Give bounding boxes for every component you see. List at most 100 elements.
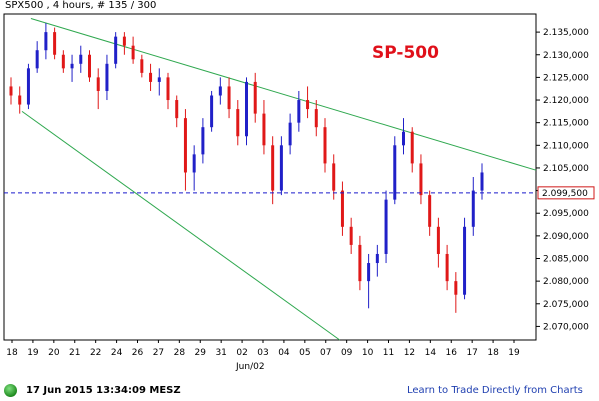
x-tick-label: 09 (341, 348, 353, 358)
candle-body (149, 72, 153, 82)
candle-body (297, 100, 301, 123)
y-axis: 2.070,000 2.075,000 2.080,000 2.085,000 2.09… (4, 28, 595, 332)
x-tick-label: 20 (48, 348, 60, 358)
x-month-label: Jun/02 (235, 362, 265, 372)
candle-body (192, 154, 196, 173)
lower-trendline (21, 110, 341, 341)
candle-body (9, 86, 13, 96)
candle-body (402, 131, 405, 146)
candle-body (157, 77, 161, 82)
candle-body (288, 122, 292, 146)
x-axis: 18 19 20 21 22 24 26 27 28 29 31 02 03 04 05 07 09 10 11 12… (6, 340, 520, 372)
y-tick-label: 2.120,000 (543, 96, 589, 106)
x-tick-label: 16 (446, 348, 458, 358)
candle-body (35, 50, 39, 69)
candle-body (114, 36, 118, 64)
x-tick-label: 18 (487, 348, 499, 358)
x-tick-label: 29 (195, 348, 207, 358)
candle-body (471, 190, 475, 227)
y-tick-label: 2.135,000 (543, 28, 589, 38)
x-tick-label: 10 (362, 348, 374, 358)
candle-body (410, 131, 414, 164)
candle-body (253, 81, 257, 114)
candle-body (279, 145, 283, 191)
current-price-box (537, 186, 595, 200)
x-tick-label: 26 (132, 348, 144, 358)
candle-body (419, 163, 423, 196)
y-tick-label: 2.095,000 (543, 209, 589, 219)
x-tick-label: 18 (6, 348, 18, 358)
y-tick-label: 2.130,000 (543, 51, 589, 61)
candle-body (96, 77, 100, 91)
y-tick-label: 2.080,000 (543, 277, 589, 287)
candle-body (480, 172, 484, 191)
x-tick-label: 27 (153, 348, 164, 358)
chart-title: SP-500 (372, 43, 439, 63)
x-tick-label: 02 (236, 348, 247, 358)
candle-body (122, 36, 126, 46)
candle-body (26, 68, 30, 105)
candle-body (314, 109, 318, 128)
x-tick-label: 03 (257, 348, 268, 358)
x-tick-label: 14 (425, 348, 437, 358)
y-tick-label: 2.075,000 (543, 300, 589, 310)
candle-body (323, 127, 327, 164)
x-tick-label: 31 (215, 348, 226, 358)
candle-body (201, 127, 205, 155)
candle-body (210, 95, 214, 128)
x-tick-label: 19 (27, 348, 39, 358)
x-tick-label: 21 (69, 348, 80, 358)
y-tick-label: 2.090,000 (543, 232, 589, 242)
y-tick-label: 2.105,000 (543, 164, 589, 174)
candle-body (445, 253, 449, 282)
candle-body (53, 32, 57, 55)
candle-body (61, 54, 65, 69)
candle-body (367, 263, 371, 282)
candle-body (262, 113, 266, 146)
status-indicator-icon (4, 384, 17, 397)
candle-body (218, 86, 222, 96)
candle-body (349, 226, 353, 245)
x-tick-label: 11 (383, 348, 394, 358)
status-bar (0, 380, 599, 401)
x-tick-label: 22 (90, 348, 101, 358)
candle-body (70, 63, 74, 69)
candle-body (175, 100, 179, 119)
y-tick-label: 2.070,000 (543, 322, 589, 332)
x-tick-label: 12 (404, 348, 415, 358)
candle-body (245, 81, 248, 137)
candle-body (105, 63, 109, 91)
candle-body (384, 199, 388, 254)
x-tick-label: 24 (111, 348, 123, 358)
candle-body (227, 86, 231, 110)
x-tick-label: 28 (174, 348, 186, 358)
candle-body (375, 253, 379, 264)
x-tick-label: 04 (278, 348, 290, 358)
candles (9, 23, 484, 313)
candle-body (463, 226, 467, 295)
chart-header: SPX500 , 4 hours, # 135 / 300 (5, 0, 157, 11)
candle-body (88, 54, 91, 78)
candle-body (358, 244, 362, 282)
candle-body (454, 281, 458, 295)
candle-body (44, 32, 48, 51)
candle-body (131, 45, 135, 60)
candle-body (140, 59, 144, 73)
candle-body (18, 95, 22, 105)
x-tick-label: 07 (320, 348, 331, 358)
price-chart: 2.070,000 2.075,000 2.080,000 2.085,000 2.09… (3, 13, 595, 372)
y-tick-label: 2.085,000 (543, 255, 589, 265)
candle-body (306, 100, 310, 110)
status-timestamp: 17 Jun 2015 13:34:09 MESZ (26, 385, 181, 396)
learn-to-trade-link[interactable]: Learn to Trade Directly from Charts (407, 385, 583, 396)
candle-body (393, 145, 397, 200)
y-tick-label: 2.125,000 (543, 73, 589, 83)
y-tick-label: 2.115,000 (543, 119, 589, 129)
candle-body (428, 195, 432, 227)
x-tick-label: 19 (508, 348, 520, 358)
candle-body (166, 77, 170, 101)
candle-body (340, 190, 344, 227)
x-tick-label: 17 (466, 348, 477, 358)
candle-body (79, 54, 83, 64)
